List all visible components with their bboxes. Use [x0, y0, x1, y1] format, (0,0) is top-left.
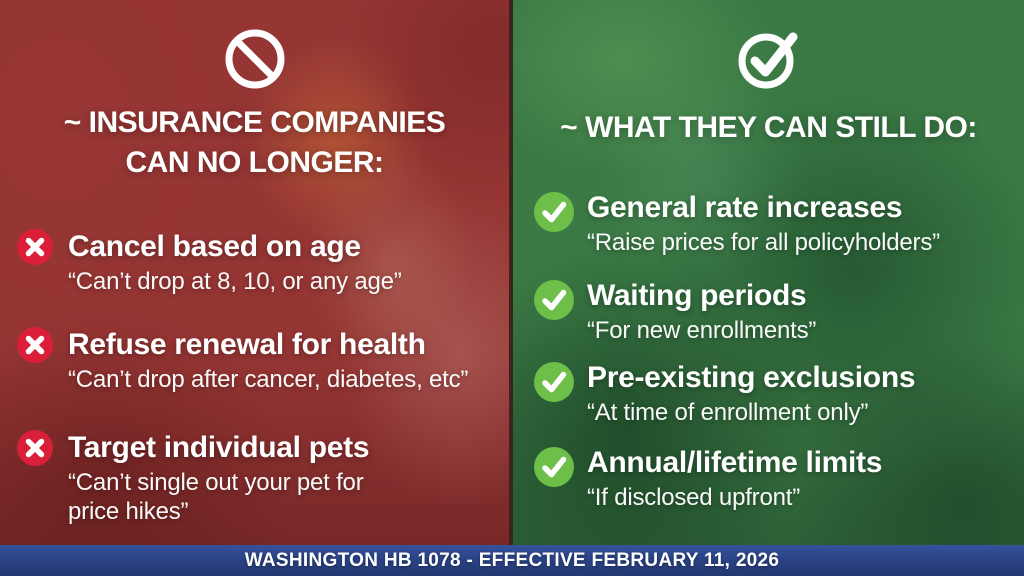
allowed-item-title: Annual/lifetime limits [587, 446, 883, 479]
x-badge-icon [17, 229, 53, 265]
allowed-item-title: Waiting periods [587, 279, 807, 312]
allowed-item-subtitle: “For new enrollments” [587, 317, 817, 344]
prohibited-item-title: Refuse renewal for health [68, 328, 426, 361]
allowed-item-subtitle: “If disclosed upfront” [587, 484, 801, 511]
footer-bar: WASHINGTON HB 1078 - EFFECTIVE FEBRUARY … [0, 545, 1024, 576]
allowed-item: Waiting periods “For new enrollments” [534, 279, 817, 345]
allowed-item-title: General rate increases [587, 191, 903, 224]
x-badge-icon [17, 327, 53, 363]
allowed-panel-title: ~ WHAT THEY CAN STILL DO: [560, 111, 977, 144]
allowed-item: Pre-existing exclusions “At time of enro… [534, 361, 916, 427]
check-badge-icon [534, 362, 574, 402]
prohibited-item: Target individual pets “Can’t single out… [17, 430, 408, 526]
prohibited-item: Cancel based on age “Can’t drop at 8, 10… [17, 229, 402, 296]
check-badge-icon [534, 447, 574, 487]
footer-text: WASHINGTON HB 1078 - EFFECTIVE FEBRUARY … [244, 549, 780, 571]
prohibited-title-line2: CAN NO LONGER: [125, 146, 385, 179]
prohibited-item-subtitle: “Can’t single out your pet for price hik… [68, 469, 364, 525]
x-badge-icon [17, 430, 53, 466]
prohibited-item-title: Cancel based on age [68, 230, 361, 263]
allowed-item-subtitle: “At time of enrollment only” [587, 399, 869, 426]
check-badge-icon [534, 192, 574, 232]
allowed-panel: ~ WHAT THEY CAN STILL DO: General rate i… [513, 0, 1024, 576]
prohibited-panel-title: ~ INSURANCE COMPANIES CAN NO LONGER: [0, 103, 509, 183]
allowed-item: Annual/lifetime limits “If disclosed upf… [534, 446, 883, 512]
prohibited-item-subtitle: “Can’t drop at 8, 10, or any age” [68, 268, 402, 295]
prohibited-item-subtitle: “Can’t drop after cancer, diabetes, etc” [68, 366, 469, 393]
allowed-item: General rate increases “Raise prices for… [534, 191, 940, 257]
check-circle-icon [738, 32, 797, 89]
panel-divider [509, 0, 513, 576]
prohibition-icon [225, 29, 284, 89]
prohibited-item-title: Target individual pets [68, 431, 370, 464]
prohibited-panel: ~ INSURANCE COMPANIES CAN NO LONGER: Can… [0, 0, 509, 576]
prohibited-title-line1: ~ INSURANCE COMPANIES [63, 106, 446, 139]
check-badge-icon [534, 280, 574, 320]
prohibited-item: Refuse renewal for health “Can’t drop af… [17, 327, 468, 394]
allowed-item-subtitle: “Raise prices for all policyholders” [587, 229, 940, 256]
allowed-item-title: Pre-existing exclusions [587, 361, 916, 394]
